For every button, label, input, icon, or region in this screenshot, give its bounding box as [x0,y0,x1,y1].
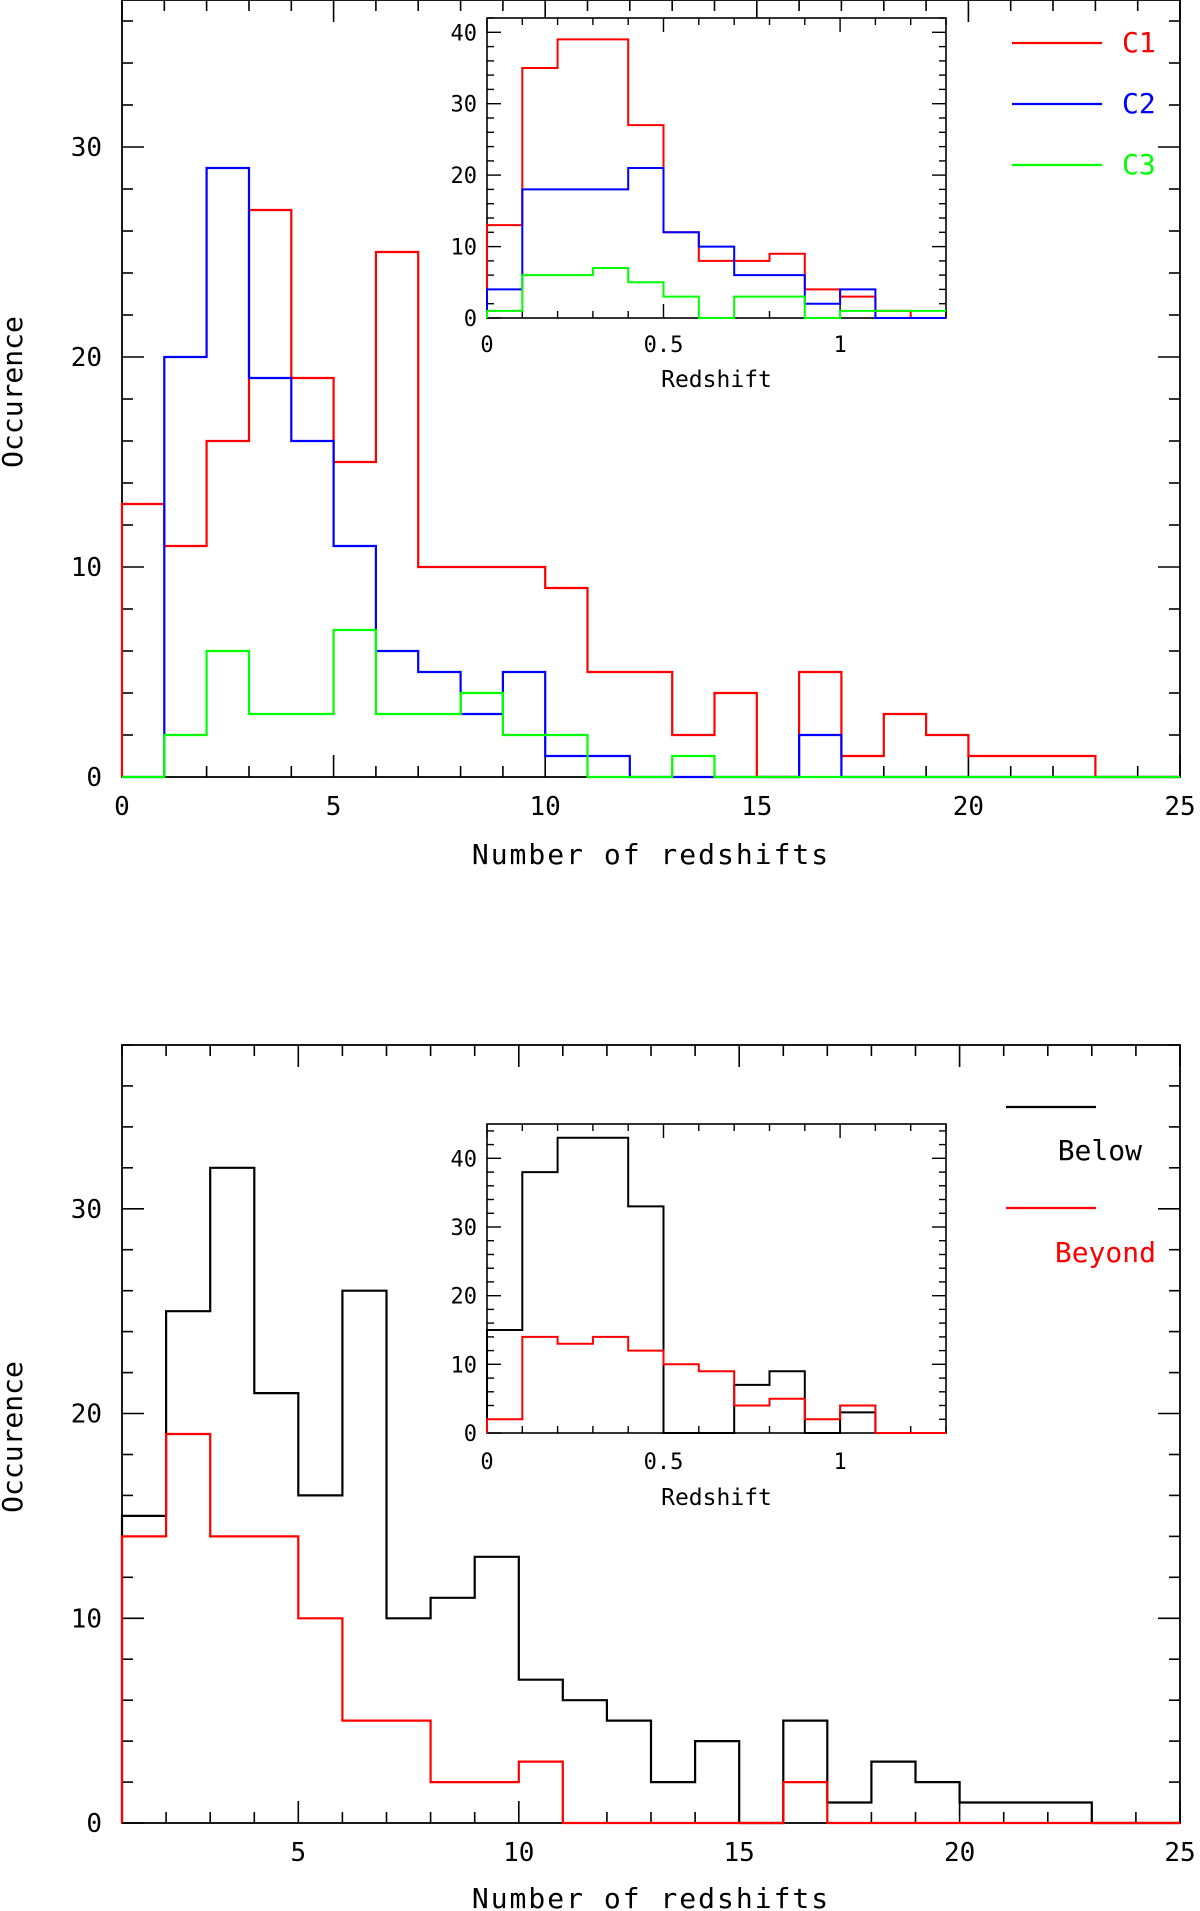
bottom-y-axis-label: Occurence [0,1361,29,1513]
bottom-inset-y-tick-label: 10 [451,1353,478,1378]
top-legend: C1 C2 C3 [1012,26,1156,181]
bottom-y-tick-label: 0 [86,1809,102,1839]
bottom-inset-series-beyond [486,1335,946,1434]
bottom-inset-y-tick-label: 40 [451,1147,478,1172]
top-x-tick-label: 10 [530,792,561,822]
top-inset-x-axis-label: Redshift [661,367,772,393]
legend-label-c2: C2 [1122,87,1156,120]
bottom-x-tick-label: 25 [1164,1838,1195,1868]
top-inset-y-tick-label: 10 [451,236,478,261]
top-inset-frame [486,17,947,319]
bottom-y-tick-label: 20 [71,1400,102,1430]
top-inset-series-c2 [486,167,946,319]
bottom-inset-y-tick-label: 20 [451,1285,478,1310]
top-inset-y-tick-label: 0 [464,307,477,332]
bottom-inset-y-tick-label: 0 [464,1422,477,1447]
top-inset-y-tick-label: 20 [451,164,478,189]
bottom-x-tick-label: 5 [290,1838,306,1868]
top-series-c1 [120,208,1180,779]
bottom-y-tick-label: 10 [71,1604,102,1634]
legend-label-c3: C3 [1122,148,1156,181]
bottom-inset-frame [486,1123,947,1434]
legend-label-c1: C1 [1122,26,1156,59]
bottom-inset-x-tick-label: 1 [833,1450,846,1475]
bottom-series-below [120,1166,1180,1825]
top-x-tick-label: 15 [741,792,772,822]
top-x-tick-label: 5 [326,792,342,822]
top-y-tick-label: 0 [86,763,102,793]
top-inset-x-tick-label: 1 [833,333,846,358]
top-inset-x-tick-label: 0 [480,333,493,358]
top-y-tick-label: 20 [71,343,102,373]
top-x-tick-label: 25 [1164,792,1195,822]
bottom-x-tick-label: 20 [944,1838,975,1868]
top-inset-y-tick-label: 40 [451,21,478,46]
bottom-inset-x-axis-label: Redshift [661,1485,772,1511]
bottom-x-tick-label: 10 [503,1838,534,1868]
top-series-c3 [122,628,1180,779]
top-y-axis-label: Occurence [0,316,29,468]
bottom-x-tick-label: 15 [724,1838,755,1868]
top-x-tick-label: 20 [953,792,984,822]
legend-label-beyond: Beyond [1055,1236,1156,1269]
bottom-y-tick-label: 30 [71,1195,102,1225]
bottom-inset-ticks [486,1124,947,1434]
legend-label-below: Below [1058,1134,1142,1167]
bottom-inset-y-tick-label: 30 [451,1216,478,1241]
top-x-tick-label: 0 [114,792,130,822]
bottom-x-axis-label: Number of redshifts [472,1882,830,1911]
bottom-inset-x-tick-label: 0 [480,1450,493,1475]
bottom-inset-series-below [486,1136,946,1434]
bottom-inset-x-tick-label: 0.5 [644,1450,684,1475]
top-inset-series-c3 [486,267,946,319]
bottom-series-beyond [120,1432,1180,1825]
top-y-tick-label: 10 [71,553,102,583]
bottom-legend: Below Beyond [1006,1105,1156,1269]
top-inset-x-tick-label: 0.5 [644,333,684,358]
top-inset-y-tick-label: 30 [451,93,478,118]
top-y-tick-label: 30 [71,133,102,163]
top-x-axis-label: Number of redshifts [472,838,830,871]
